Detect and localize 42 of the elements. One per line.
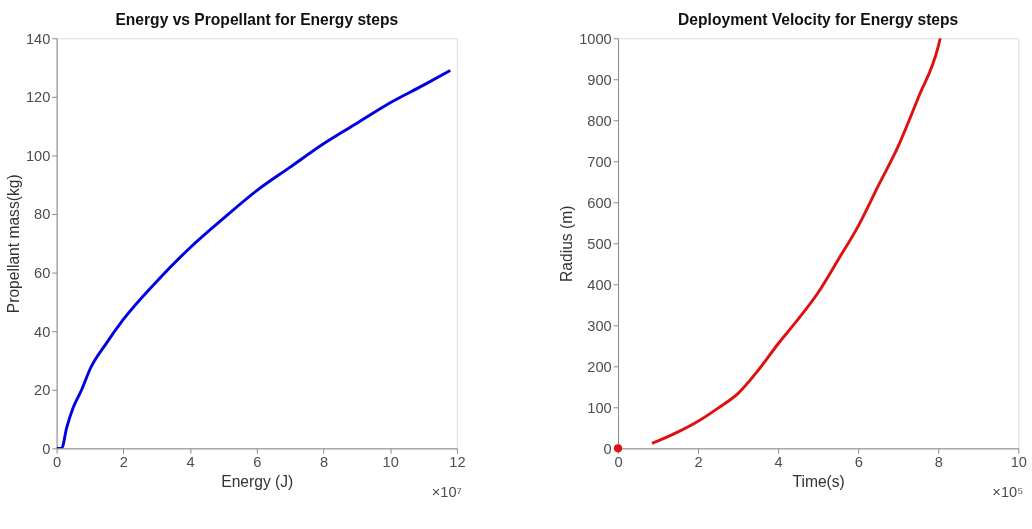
x-tick-label: 4 xyxy=(186,454,195,471)
y-tick-label: 800 xyxy=(587,112,612,129)
x-tick-label: 2 xyxy=(119,454,128,471)
x-tick-label: 8 xyxy=(934,454,943,471)
y-tick-label: 200 xyxy=(587,358,612,375)
line-series xyxy=(650,38,942,445)
y-tick-label: 100 xyxy=(25,147,51,164)
y-tick-label: 20 xyxy=(34,382,51,399)
y-tick-label: 140 xyxy=(25,30,51,47)
y-tick-label: 700 xyxy=(587,153,612,170)
x-tick-label: 0 xyxy=(614,454,623,471)
x-tick-label: 6 xyxy=(253,454,262,471)
x-tick-label: 12 xyxy=(449,454,466,471)
y-tick-label: 100 xyxy=(587,399,612,416)
text: ×10⁷ xyxy=(431,484,462,501)
y-tick-label: 0 xyxy=(603,440,612,457)
text: ×10⁵ xyxy=(992,484,1024,501)
y-axis-title: Radius (m) xyxy=(558,205,576,282)
x-tick-label: 6 xyxy=(854,454,863,471)
y-tick-label: 80 xyxy=(34,206,51,223)
x-axis-title: Time(s) xyxy=(792,472,845,490)
y-tick-label: 0 xyxy=(42,440,51,457)
x-axis-title: Energy (J) xyxy=(221,472,294,490)
x-tick-label: 10 xyxy=(1010,454,1027,471)
x-tick-label: 4 xyxy=(774,454,783,471)
line-series xyxy=(56,69,452,449)
y-tick-label: 500 xyxy=(587,235,612,252)
y-tick-label: 400 xyxy=(587,276,612,293)
y-tick-label: 60 xyxy=(34,264,51,281)
chart-title: Energy vs Propellant for Energy steps xyxy=(115,10,399,28)
chart-title: Deployment Velocity for Energy steps xyxy=(678,10,959,28)
y-tick-label: 600 xyxy=(587,194,612,211)
x-tick-label: 0 xyxy=(53,454,62,471)
y-tick-label: 40 xyxy=(34,323,51,340)
y-tick-label: 120 xyxy=(25,89,51,106)
x-tick-label: 2 xyxy=(694,454,703,471)
x-tick-label: 8 xyxy=(319,454,329,471)
y-tick-label: 300 xyxy=(587,317,612,334)
y-axis-title: Propellant mass(kg) xyxy=(5,174,23,314)
x-tick-label: 10 xyxy=(382,454,399,471)
y-tick-label: 1000 xyxy=(579,30,612,47)
y-tick-label: 900 xyxy=(587,71,612,88)
